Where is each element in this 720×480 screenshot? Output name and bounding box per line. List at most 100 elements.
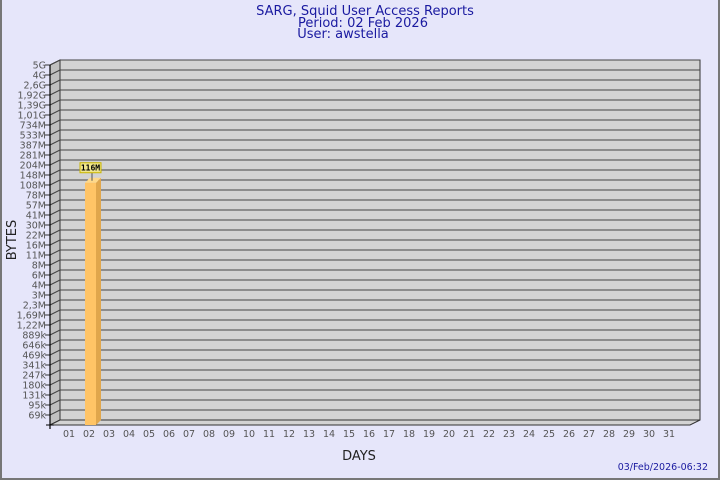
y-tick-label: 4M [32,281,46,292]
chart-period: Period: 02 Feb 2026 [298,16,428,31]
gridline-diagonal [49,289,61,296]
x-tick-label: 02 [83,429,95,440]
gridline-diagonal [49,219,61,226]
y-tick-label: 1,22M [17,321,46,332]
bar-label-box [79,162,102,174]
x-tick-label: 01 [63,429,75,440]
y-tick-label: 5G [33,61,46,72]
x-tick-label: 08 [203,429,215,440]
x-tick-label: 24 [523,429,535,440]
gridline-diagonal [49,109,61,116]
gridline-diagonal [49,409,61,416]
y-tick-label: 1,92G [17,91,46,102]
y-tick-label: 4G [33,71,46,82]
y-axis-label: BYTES [5,220,20,261]
y-tick-label: 387M [20,141,46,152]
x-tick-label: 21 [463,429,475,440]
x-tick-label: 29 [623,429,635,440]
gridline-diagonal [49,139,61,146]
x-tick-label: 09 [223,429,235,440]
gridline-diagonal [49,229,61,236]
gridline-diagonal [49,199,61,206]
gridline-diagonal [49,259,61,266]
x-tick-label: 11 [263,429,275,440]
x-tick-label: 31 [663,429,675,440]
y-tick-label: 148M [20,171,46,182]
y-tick-label: 6M [32,271,46,282]
gridline-diagonal [49,369,61,376]
gridline-diagonal [49,209,61,216]
x-tick-label: 23 [503,429,515,440]
gridline-diagonal [49,359,61,366]
gridline-diagonal [49,299,61,306]
gridline-diagonal [49,349,61,356]
gridline-diagonal [49,249,61,256]
chart-user: User: awstella [297,27,389,42]
x-tick-label: 06 [163,429,175,440]
x-tick-label: 25 [543,429,555,440]
gridline-diagonal [49,189,61,196]
x-axis-label: DAYS [342,449,376,464]
x-tick-label: 07 [183,429,195,440]
y-tick-label: 2,3M [23,301,46,312]
y-tick-label: 1,01G [17,111,46,122]
x-tick-label: 13 [303,429,315,440]
gridline-diagonal [49,339,61,346]
gridline-diagonal [49,129,61,136]
x-tick-label: 15 [343,429,355,440]
gridline-diagonal [49,279,61,286]
x-tick-label: 17 [383,429,395,440]
y-tick-label: 16M [26,241,46,252]
gridline-diagonal [49,269,61,276]
y-tick-label: 889k [22,331,46,342]
y-tick-label: 57M [26,201,46,212]
chart-title: SARG, Squid User Access Reports [256,4,474,19]
x-tick-label: 05 [143,429,155,440]
gridline-diagonal [49,69,61,76]
x-tick-label: 30 [643,429,655,440]
gridline-diagonal [49,379,61,386]
gridline-diagonal [49,159,61,166]
y-tick-label: 469k [22,351,46,362]
gridline-diagonal [49,309,61,316]
gridline-diagonal [49,89,61,96]
y-tick-label: 95k [28,401,46,412]
x-tick-label: 10 [243,429,255,440]
gridline-diagonal [49,179,61,186]
y-tick-label: 8M [32,261,46,272]
x-tick-label: 27 [583,429,595,440]
gridline-diagonal [49,329,61,336]
gridline-diagonal [49,389,61,396]
y-tick-label: 1,69M [17,311,46,322]
bar-top [85,177,101,183]
x-tick-label: 19 [423,429,435,440]
y-tick-label: 646k [22,341,46,352]
gridline-diagonal [49,119,61,126]
y-tick-label: 2,6G [24,81,46,92]
x-tick-label: 28 [603,429,615,440]
y-tick-label: 69k [28,411,46,422]
y-tick-label: 108M [20,181,46,192]
gridline-diagonal [49,239,61,246]
x-tick-label: 14 [323,429,335,440]
floor [49,419,701,426]
y-tick-label: 78M [26,191,46,202]
y-tick-label: 1,39G [17,101,46,112]
y-tick-label: 281M [20,151,46,162]
gridline-diagonal [49,79,61,86]
gridline-diagonal [49,319,61,326]
y-tick-label: 180k [22,381,46,392]
x-tick-label: 16 [363,429,375,440]
x-tick-label: 03 [103,429,115,440]
x-tick-label: 12 [283,429,295,440]
y-tick-label: 3M [32,291,46,302]
y-tick-label: 341k [22,361,46,372]
bar-side [96,177,101,425]
x-tick-label: 04 [123,429,135,440]
gridline-diagonal [49,99,61,106]
y-tick-label: 533M [20,131,46,142]
x-tick-label: 26 [563,429,575,440]
y-tick-label: 204M [20,161,46,172]
